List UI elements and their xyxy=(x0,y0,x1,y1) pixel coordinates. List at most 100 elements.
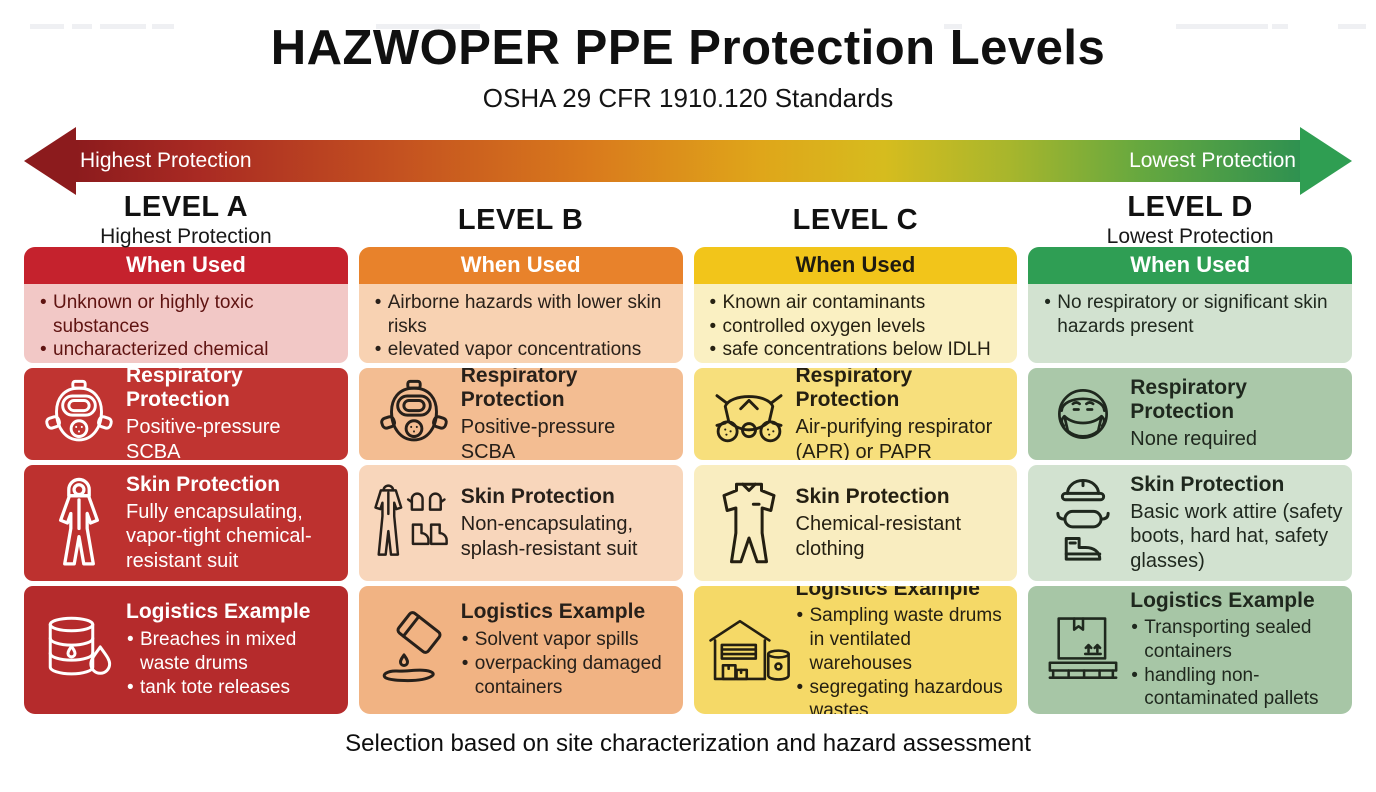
section-title: Respiratory Protection xyxy=(1130,376,1247,424)
hazmat-suit-icon xyxy=(32,474,126,572)
when-used-item: elevated vapor concentrations xyxy=(373,338,673,362)
highest-protection-label: Highest Protection xyxy=(80,148,252,172)
top-edge-artifact xyxy=(944,24,962,29)
level-title: LEVEL B xyxy=(457,204,584,237)
when-used-header: When Used xyxy=(1028,246,1352,284)
top-edge-artifact xyxy=(1176,24,1268,29)
level-tagline: Highest Protection xyxy=(100,224,272,248)
apr-respirator-icon xyxy=(702,380,796,447)
when-used-header: When Used xyxy=(24,246,348,284)
footer-note: Selection based on site characterization… xyxy=(345,729,1031,757)
levels-grid: LEVEL A Highest Protection When Used Unk… xyxy=(24,190,1352,714)
section-desc: None required xyxy=(1130,428,1257,451)
logistics-item: tank tote releases xyxy=(126,676,340,700)
arrow-gradient-bar xyxy=(76,139,1300,182)
section-desc: Positive-pressure SCBA xyxy=(460,416,616,460)
top-edge-artifact xyxy=(72,24,92,29)
logistics-list: Sampling waste drums in ventilated wareh… xyxy=(796,604,1010,714)
when-used-block: When Used No respiratory or significant … xyxy=(1028,246,1352,363)
protection-gradient-arrow: Highest Protection Lowest Protection xyxy=(24,126,1352,195)
section-desc: Basic work attire (safety boots, hard ha… xyxy=(1130,500,1343,572)
logistics-section: Logistics Example Transporting sealed co… xyxy=(1028,585,1352,714)
when-used-item: Known air contaminants xyxy=(708,291,1008,315)
logistics-section: Logistics Example Breaches in mixed wast… xyxy=(24,585,348,714)
section-title: Respiratory Protection xyxy=(460,367,578,412)
section-title: Logistics Example xyxy=(1130,588,1315,612)
section-title: Logistics Example xyxy=(795,585,980,600)
logistics-list: Breaches in mixed waste drums tank tote … xyxy=(126,628,340,700)
skin-section: Skin Protection Chemical-resistant cloth… xyxy=(693,464,1018,581)
when-used-block: When Used Unknown or highly toxic substa… xyxy=(24,246,348,363)
arrow-right-head-icon xyxy=(1300,126,1352,195)
when-used-item: safe concentrations below IDLH xyxy=(708,338,1008,362)
section-desc: Positive-pressure SCBA xyxy=(126,416,281,460)
logistics-item: overpacking damaged containers xyxy=(461,652,675,700)
level-a-column: LEVEL A Highest Protection When Used Unk… xyxy=(24,190,348,714)
scba-mask-icon xyxy=(367,378,461,450)
lowest-protection-label: Lowest Protection xyxy=(1129,148,1296,172)
when-used-item: uncharacterized chemical releases xyxy=(38,338,338,363)
section-desc: Fully encapsulating, vapor-tight chemica… xyxy=(126,500,312,572)
logistics-item: Solvent vapor spills xyxy=(461,628,675,652)
skin-section: Skin Protection Non-encapsulating, splas… xyxy=(358,464,683,581)
spilled-container-icon xyxy=(367,610,461,690)
top-edge-artifact xyxy=(152,24,174,29)
level-d-heading: LEVEL D Lowest Protection xyxy=(1028,192,1352,248)
respiratory-section: Respiratory Protection Positive-pressure… xyxy=(358,367,683,460)
top-edge-artifact xyxy=(1272,24,1288,29)
logistics-item: handling non-contaminated pallets xyxy=(1130,664,1344,712)
scba-mask-icon xyxy=(32,378,126,450)
top-edge-artifact xyxy=(30,24,64,29)
section-title: Skin Protection xyxy=(795,485,950,508)
skin-section: Skin Protection Basic work attire (safet… xyxy=(1028,464,1352,581)
when-used-list: No respiratory or significant skin hazar… xyxy=(1028,284,1352,363)
level-c-column: LEVEL C When Used Known air contaminants… xyxy=(693,195,1018,714)
page-title: HAZWOPER PPE Protection Levels xyxy=(270,21,1106,75)
page-subtitle: OSHA 29 CFR 1910.120 Standards xyxy=(482,82,894,113)
level-a-heading: LEVEL A Highest Protection xyxy=(24,190,348,248)
top-edge-artifact xyxy=(376,24,480,29)
respiratory-section: Respiratory Protection None required xyxy=(1028,367,1352,460)
section-title: Skin Protection xyxy=(126,472,281,496)
coverall-icon xyxy=(702,478,796,568)
pallet-box-icon xyxy=(1036,614,1130,685)
logistics-item: segregating hazardous wastes xyxy=(796,676,1010,714)
when-used-block: When Used Airborne hazards with lower sk… xyxy=(358,246,683,363)
respiratory-section: Respiratory Protection Air-purifying res… xyxy=(693,367,1018,460)
hardhat-goggles-boot-icon xyxy=(1036,474,1130,572)
section-title: Respiratory Protection xyxy=(126,367,243,412)
section-title: Skin Protection xyxy=(460,485,615,508)
level-b-column: LEVEL B When Used Airborne hazards with … xyxy=(358,195,683,714)
level-tagline: Lowest Protection xyxy=(1106,224,1274,248)
when-used-block: When Used Known air contaminants control… xyxy=(693,246,1018,363)
when-used-header: When Used xyxy=(358,246,683,284)
when-used-item: No respiratory or significant skin hazar… xyxy=(1042,291,1342,338)
waste-drum-icon xyxy=(32,612,126,687)
when-used-item: Airborne hazards with lower skin risks xyxy=(373,291,673,338)
section-title: Skin Protection xyxy=(1130,472,1285,496)
logistics-list: Solvent vapor spills overpacking damaged… xyxy=(461,628,675,700)
suit-gloves-boots-icon xyxy=(367,484,461,561)
section-desc: Chemical-resistant clothing xyxy=(795,513,962,560)
when-used-item: controlled oxygen levels xyxy=(708,315,1008,339)
section-desc: Non-encapsulating, splash-resistant suit xyxy=(460,513,638,560)
arrow-left-head-icon xyxy=(24,126,76,195)
when-used-list: Airborne hazards with lower skin risks e… xyxy=(359,284,683,363)
respiratory-section: Respiratory Protection Positive-pressure… xyxy=(24,367,348,460)
logistics-list: Transporting sealed containers handling … xyxy=(1130,616,1344,712)
level-c-heading: LEVEL C xyxy=(694,195,1018,247)
level-title: LEVEL A xyxy=(123,190,249,223)
logistics-section: Logistics Example Sampling waste drums i… xyxy=(693,585,1018,714)
level-b-heading: LEVEL B xyxy=(359,195,683,247)
when-used-list: Unknown or highly toxic substances uncha… xyxy=(24,284,348,363)
logistics-item: Sampling waste drums in ventilated wareh… xyxy=(796,604,1010,676)
face-mask-icon xyxy=(1036,378,1130,450)
when-used-item: Unknown or highly toxic substances xyxy=(38,291,338,338)
logistics-section: Logistics Example Solvent vapor spills o… xyxy=(358,585,683,714)
section-title: Logistics Example xyxy=(460,600,646,624)
when-used-list: Known air contaminants controlled oxygen… xyxy=(694,284,1018,363)
section-desc: Air-purifying respirator (APR) or PAPR xyxy=(795,416,993,460)
skin-section: Skin Protection Fully encapsulating, vap… xyxy=(24,464,348,581)
top-edge-artifact xyxy=(100,24,146,29)
when-used-header: When Used xyxy=(693,246,1018,284)
